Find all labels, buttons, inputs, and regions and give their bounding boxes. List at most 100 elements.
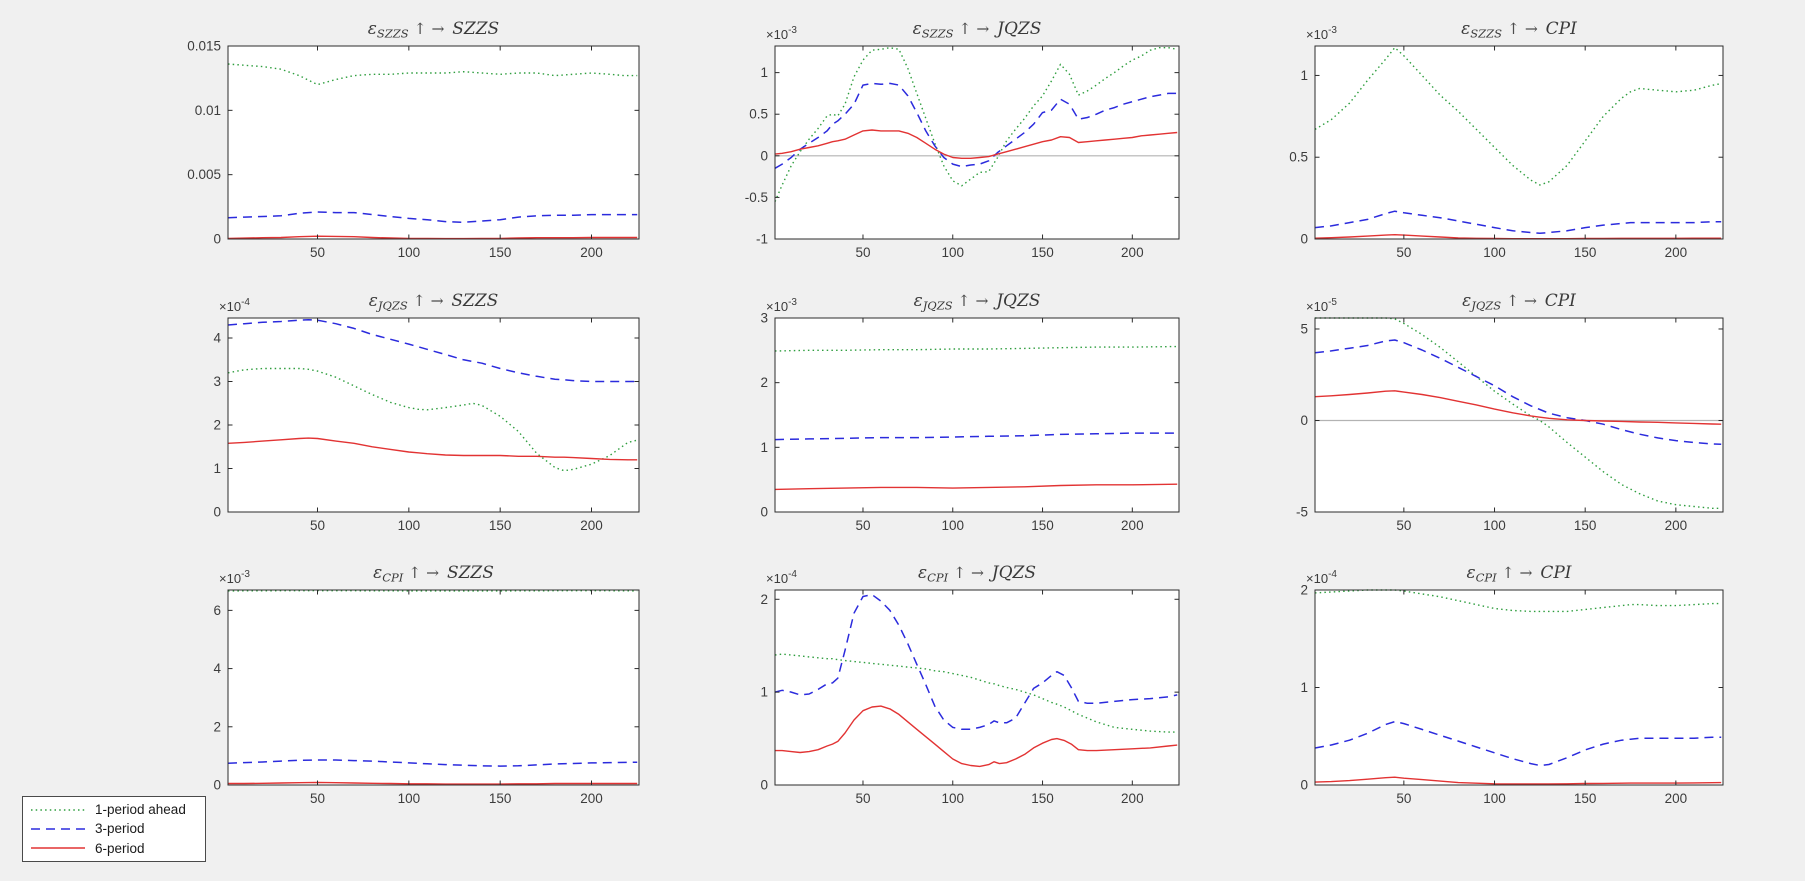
- y-tick-label: 4: [213, 661, 221, 676]
- x-tick-label: 200: [1665, 791, 1688, 806]
- series-line-dashed: [227, 759, 638, 767]
- y-tick-label: 0.5: [749, 107, 768, 122]
- axes-frame: [774, 317, 1180, 513]
- x-tick-label: 100: [1483, 791, 1506, 806]
- y-tick-label: 2: [213, 418, 221, 433]
- series-line-dashed: [774, 432, 1178, 441]
- x-tick-label: 100: [398, 245, 421, 260]
- y-tick-label: 0: [1300, 778, 1308, 793]
- y-tick-label: 0.5: [1289, 150, 1308, 165]
- legend-item-6-period: 6-period: [29, 839, 199, 858]
- y-tick-label: -1: [756, 232, 768, 247]
- series-line-solid: [228, 781, 638, 785]
- axes-frame: [774, 589, 1180, 786]
- plot-area: [775, 318, 1179, 512]
- dotted-line-sample-icon: [31, 808, 85, 811]
- x-tick-label: 150: [489, 245, 512, 260]
- subplot-title: εJQZS ↑ → SZZS: [369, 291, 499, 313]
- axis-exponent-label: ×10-5: [1306, 297, 1337, 314]
- y-tick-label: 3: [760, 311, 768, 326]
- y-tick-label: -5: [1296, 505, 1308, 520]
- axis-exponent-label: ×10-3: [766, 297, 797, 314]
- y-tick-label: 0: [1300, 232, 1308, 247]
- axes-frame: [1314, 45, 1724, 240]
- y-tick-label: 1: [760, 685, 768, 700]
- x-tick-label: 50: [310, 245, 325, 260]
- y-tick-label: 1: [213, 461, 221, 476]
- subplot-title: εCPI ↑ → CPI: [1467, 563, 1572, 585]
- plot-area: [1315, 318, 1723, 512]
- x-tick-label: 100: [941, 791, 964, 806]
- axis-exponent-label: ×10-4: [766, 569, 797, 586]
- y-tick-label: 2: [1300, 583, 1308, 598]
- x-tick-label: 200: [580, 791, 603, 806]
- plot-area: [228, 590, 639, 785]
- x-tick-label: 50: [855, 245, 870, 260]
- x-tick-label: 100: [941, 518, 964, 533]
- x-tick-label: 150: [1031, 245, 1054, 260]
- x-tick-label: 100: [1483, 245, 1506, 260]
- series-line-dashed: [774, 593, 1178, 731]
- legend: 1-period ahead 3-period 6-period: [22, 796, 206, 862]
- x-tick-label: 200: [1665, 518, 1688, 533]
- series-line-solid: [1314, 390, 1722, 425]
- y-tick-label: 0.015: [187, 39, 221, 54]
- x-tick-label: 50: [855, 518, 870, 533]
- y-tick-label: 3: [213, 374, 221, 389]
- axis-exponent-label: ×10-4: [1306, 569, 1337, 586]
- series-line-solid: [1314, 776, 1722, 785]
- series-line-dotted: [227, 367, 638, 472]
- axes-frame: [227, 317, 640, 513]
- series-line-dotted: [1315, 317, 1722, 510]
- series-line-dashed: [1314, 339, 1722, 446]
- plot-area: [1315, 590, 1723, 785]
- axis-exponent-label: ×10-3: [1306, 25, 1337, 42]
- subplot-title: εJQZS ↑ → CPI: [1462, 291, 1576, 313]
- x-tick-label: 150: [1574, 245, 1597, 260]
- y-tick-label: 0: [760, 778, 768, 793]
- y-tick-label: 0: [1300, 413, 1308, 428]
- series-line-solid: [227, 437, 638, 461]
- x-tick-label: 200: [1121, 791, 1144, 806]
- x-tick-label: 150: [489, 518, 512, 533]
- series-line-dashed: [227, 318, 638, 383]
- subplot-jqzs-to-cpi: 50 100 150 200 -5 0 5 ×10-5 εJQZS ↑ → CPI: [1296, 291, 1724, 533]
- axis-exponent-label: ×10-3: [766, 25, 797, 42]
- y-tick-label: 2: [213, 719, 221, 734]
- x-tick-label: 50: [310, 518, 325, 533]
- subplot-title: εSZZS ↑ → SZZS: [368, 19, 499, 41]
- subplot-szzs-to-szzs: 50 100 150 200 0 0.005 0.01 0.015 εSZZS ↑ → SZZS: [187, 19, 640, 260]
- series-line-dashed: [1314, 720, 1722, 767]
- subplot-title: εSZZS ↑ → JQZS: [913, 19, 1042, 41]
- y-tick-label: -0.5: [745, 190, 768, 205]
- y-tick-label: 1: [1300, 68, 1308, 83]
- subplot-cpi-to-szzs: 50 100 150 200 0 2 4 6 ×10-3 εCPI ↑ → SZZS: [213, 563, 640, 806]
- y-tick-label: 0: [760, 148, 768, 163]
- x-tick-label: 150: [489, 791, 512, 806]
- series-line-dotted: [227, 63, 638, 86]
- plot-area: [228, 318, 639, 512]
- subplot-cpi-to-jqzs: 50 100 150 200 0 1 2 ×10-4 εCPI ↑ → JQZS: [760, 563, 1180, 806]
- y-tick-label: 0: [213, 778, 221, 793]
- x-tick-label: 50: [1396, 518, 1411, 533]
- y-tick-label: 2: [760, 592, 768, 607]
- y-tick-label: 2: [760, 375, 768, 390]
- series-line-solid: [775, 705, 1178, 768]
- dashed-line-sample-icon: [31, 828, 85, 830]
- subplot-title: εCPI ↑ → JQZS: [918, 563, 1036, 585]
- y-tick-label: 5: [1300, 321, 1308, 336]
- series-line-dotted: [1314, 589, 1722, 613]
- subplot-title: εJQZS ↑ → JQZS: [914, 291, 1041, 313]
- series-line-solid: [774, 483, 1178, 491]
- axes-frame: [1314, 317, 1724, 513]
- x-tick-label: 200: [1121, 518, 1144, 533]
- y-tick-label: 0: [760, 505, 768, 520]
- x-tick-label: 50: [1396, 791, 1411, 806]
- subplot-jqzs-to-jqzs: 50 100 150 200 0 1 2 3×10-3 εJQZS ↑ → JQZS: [760, 291, 1180, 533]
- axis-exponent-label: ×10-4: [219, 297, 250, 314]
- plot-area: [775, 590, 1179, 785]
- plot-area: [228, 46, 639, 239]
- x-tick-label: 50: [855, 791, 870, 806]
- y-tick-label: 0: [213, 505, 221, 520]
